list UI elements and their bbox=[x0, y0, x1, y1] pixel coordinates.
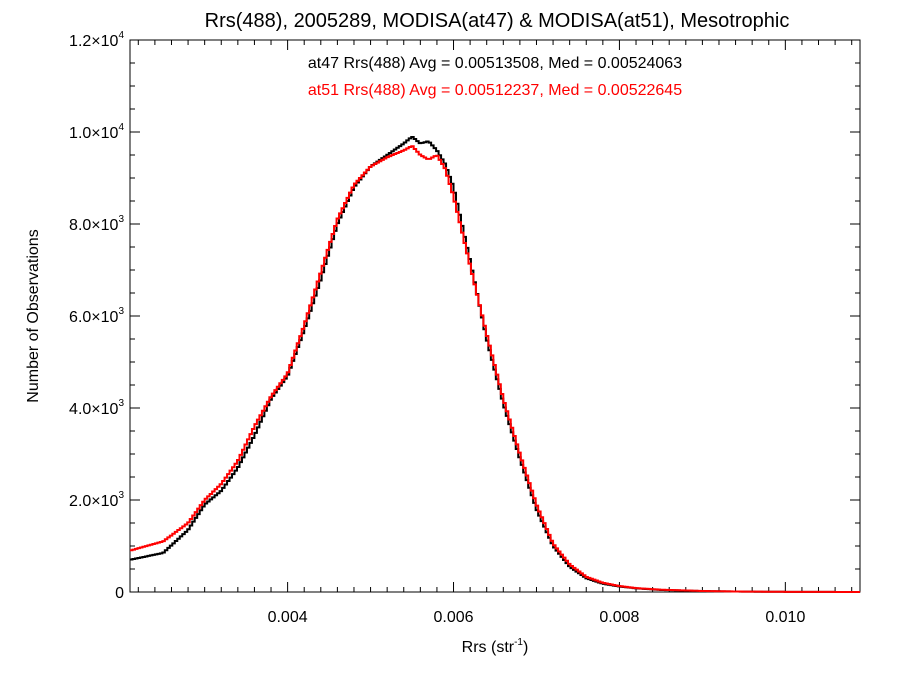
x-axis-label: Rrs (str-1) bbox=[462, 637, 529, 656]
y-tick-label: 0 bbox=[115, 585, 124, 602]
annotation-at51: at51 Rrs(488) Avg = 0.00512237, Med = 0.… bbox=[308, 82, 682, 99]
y-axis-label: Number of Observations bbox=[25, 229, 42, 402]
series-at51-line bbox=[130, 145, 861, 593]
annotation-at47: at47 Rrs(488) Avg = 0.00513508, Med = 0.… bbox=[308, 55, 682, 72]
axis-ticks bbox=[130, 39, 860, 593]
x-tick-label: 0.010 bbox=[765, 609, 805, 626]
chart-title: Rrs(488), 2005289, MODISA(at47) & MODISA… bbox=[205, 10, 790, 32]
x-tick-label: 0.008 bbox=[599, 609, 639, 626]
y-tick-label: 2.0×103 bbox=[69, 490, 124, 510]
series-lines bbox=[130, 135, 861, 593]
y-tick-label: 4.0×103 bbox=[69, 398, 124, 418]
y-tick-label: 8.0×103 bbox=[69, 214, 124, 234]
x-tick-label: 0.006 bbox=[433, 609, 473, 626]
x-tick-labels: 0.004 0.006 0.008 0.010 bbox=[268, 609, 806, 626]
y-tick-label: 6.0×103 bbox=[69, 306, 124, 326]
y-tick-label: 1.0×104 bbox=[69, 122, 124, 142]
y-tick-label: 1.2×104 bbox=[69, 30, 124, 50]
x-tick-label: 0.004 bbox=[268, 609, 308, 626]
y-tick-labels: 0 2.0×103 4.0×103 6.0×103 8.0×103 1.0×104 1.2×… bbox=[69, 30, 124, 602]
